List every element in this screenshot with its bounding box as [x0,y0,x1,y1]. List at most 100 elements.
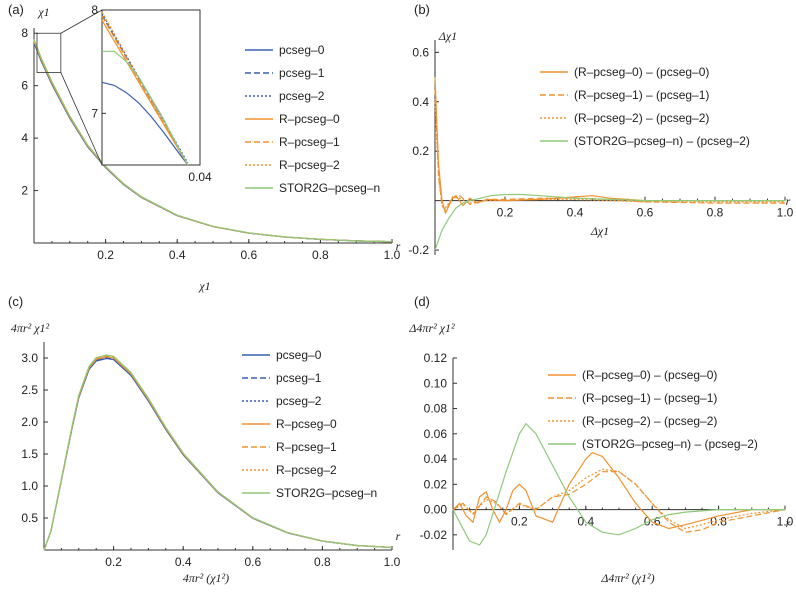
y-tick-label: 1.5 [21,447,38,461]
legend-label: R–pcseg–0 [279,112,340,126]
legend-label: pcseg–0 [276,348,322,362]
y-axis-label: Δ4πr² χ1² [408,321,455,335]
x-tick-label: 0.6 [244,555,261,569]
y-axis-label: Δχ1 [438,29,457,43]
y-tick-label: 0.04 [424,452,448,466]
x-tick-label: 1.0 [384,248,401,262]
panel-b: (b) 0.2 0.4 0.6 0.8 1.0 -0.2 0.2 0.4 0.6 Δχ1 Δχ1 r (R… [408,2,793,257]
legend-label: (R–pcseg–2) – (pcseg–2) [582,414,717,428]
series-line [43,356,393,551]
y-tick-label: 0.02 [424,477,448,491]
series-line [434,77,785,215]
series-line [43,357,393,551]
legend-label: pcseg–1 [279,66,325,80]
x-tick-label: 0.8 [314,555,331,569]
x-axis-end-label: r [786,516,791,530]
panel-label-d: (d) [414,294,430,309]
inset-y-tick-label: 7 [91,106,98,120]
x-tick-label: 0.8 [312,248,329,262]
series-line [43,357,393,551]
series-line [434,89,785,212]
y-axis-label: χ1 [37,5,49,19]
legend-label: R–pcseg–2 [279,158,340,172]
x-tick-label: 0.4 [169,248,186,262]
x-tick-label: 0.2 [105,555,122,569]
series-line [43,354,393,551]
panel-a: (a) 0.2 0.4 0.6 0.8 1.0 2 4 6 8 χ1 χ1 r pcseg–0 pcseg–… [8,2,401,293]
x-tick-label: 1.0 [384,555,401,569]
zoom-box [36,32,62,73]
series-line [43,356,393,551]
x-tick-label: 0.6 [240,248,257,262]
x-axis-label: 4πr² (χ1²) [183,571,229,585]
panel-d: (d)0.2 0.4 0.6 0.8 1.0-0.020.000.020.040.060… [408,294,793,585]
series-line [43,355,393,551]
series-line [452,471,786,533]
y-tick-label: 8 [21,26,28,40]
legend-label: (R–pcseg–1) – (pcseg–1) [582,391,717,405]
legend-label: STOR2G–pcseg–n [279,181,380,195]
y-tick-label: 0.08 [424,402,448,416]
inset-series-line [102,50,189,166]
x-axis-label: χ1 [198,279,210,293]
y-tick-label: -0.02 [420,528,448,542]
y-tick-label: 4 [21,131,28,145]
series-line [33,39,393,243]
panel-label-a: (a) [8,2,24,17]
zoom-connector [60,72,103,166]
legend-label: pcseg–0 [279,43,325,57]
legend-label: R–pcseg–0 [276,417,337,431]
legend-label: pcseg–2 [279,89,325,103]
inset: 780.04 [36,3,212,184]
x-axis-label: Δ4πr² (χ1²) [600,571,654,585]
y-tick-label: 2.0 [21,415,38,429]
series-line [452,422,785,546]
y-tick-label: 0.12 [424,351,448,365]
legend-label: pcseg–2 [276,394,322,408]
x-tick-label: 0.8 [707,206,724,220]
panel-label-c: (c) [8,294,23,309]
x-tick-label: 0.4 [175,555,192,569]
x-tick-label: 1.0 [777,206,794,220]
zoom-connector [60,9,103,34]
series-line [434,193,785,251]
legend-label: R–pcseg–1 [279,135,340,149]
x-axis-end-label: r [786,194,791,208]
y-tick-label: 6 [21,79,28,93]
legend-label: (STOR2G–pcseg–n) – (pcseg–2) [582,437,758,451]
y-tick-label: 0.4 [412,95,429,109]
x-tick-label: 0.4 [567,206,584,220]
x-tick-label: 0.8 [710,515,727,529]
series-line [452,452,785,530]
legend-label: R–pcseg–2 [276,463,337,477]
inset-series-line [101,15,189,166]
x-tick-label: 0.2 [511,515,528,529]
y-tick-label: 3.0 [21,351,38,365]
y-tick-label: 2 [21,184,28,198]
y-tick-label: 2.5 [21,383,38,397]
y-tick-label: 0.00 [424,503,448,517]
panel-label-b: (b) [414,2,430,17]
panel-c: (c) 0.2 0.4 0.6 0.8 1.0 0.5 1.0 1.5 2.0 2.5 3.0 4πr²… [8,294,401,585]
y-tick-label: 0.10 [424,376,448,390]
inset-y-tick-label: 8 [91,3,98,17]
inset-x-tick-label: 0.04 [188,170,212,184]
x-tick-label: 0.2 [497,206,514,220]
legend-label: R–pcseg–1 [276,440,337,454]
legend-label: pcseg–1 [276,371,322,385]
legend-label: (R–pcseg–1) – (pcseg–1) [574,88,709,102]
x-tick-label: 1.0 [777,515,794,529]
y-axis-label: 4πr² χ1² [11,321,50,335]
x-axis-end-label: r [396,239,401,253]
y-tick-label: 0.06 [424,427,448,441]
y-tick-label: 1.0 [21,479,38,493]
x-tick-label: 0.2 [97,248,114,262]
inset-series-line [101,19,189,166]
x-axis-end-label: r [396,529,401,543]
series-line [452,468,786,530]
inset-series-line [101,11,189,166]
legend-label: (R–pcseg–2) – (pcseg–2) [574,111,709,125]
legend-label: (R–pcseg–0) – (pcseg–0) [574,65,709,79]
series-line [434,101,785,209]
